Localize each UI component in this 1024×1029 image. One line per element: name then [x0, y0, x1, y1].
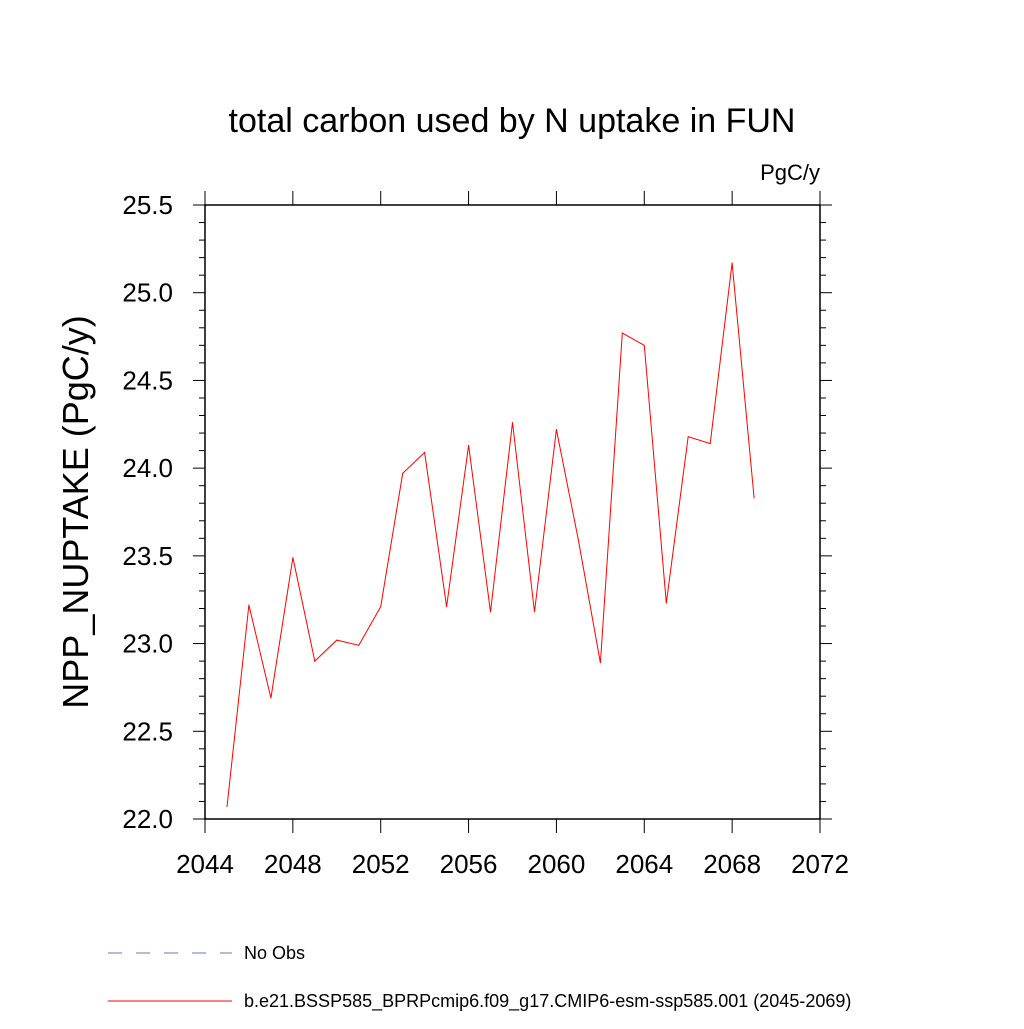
data-point	[402, 472, 404, 474]
axis-ticks	[193, 191, 832, 833]
y-tick-label: 24.5	[122, 365, 173, 395]
data-point	[687, 436, 689, 438]
data-point	[577, 539, 579, 541]
data-point	[555, 429, 557, 431]
plot-frame	[204, 204, 821, 820]
y-tick-label: 23.0	[122, 629, 173, 659]
legend-label-no-obs: No Obs	[244, 943, 305, 963]
data-point	[468, 444, 470, 446]
data-point	[731, 262, 733, 264]
data-point	[336, 639, 338, 641]
y-tick-label: 25.0	[122, 278, 173, 308]
data-point	[314, 660, 316, 662]
x-tick-label: 2064	[615, 849, 673, 879]
data-point	[512, 422, 513, 424]
data-point	[709, 443, 711, 445]
legend: No Obs b.e21.BSSP585_BPRPcmip6.f09_g17.C…	[108, 943, 851, 1012]
y-tick-label: 22.0	[122, 804, 173, 834]
data-point	[292, 557, 294, 559]
x-tick-label: 2068	[703, 849, 761, 879]
y-tick-label: 25.5	[122, 190, 173, 220]
data-point	[599, 662, 601, 664]
data-point	[424, 451, 426, 453]
data-point	[490, 611, 492, 613]
x-tick-label: 2044	[176, 849, 234, 879]
x-tick-label: 2048	[264, 849, 322, 879]
data-point	[621, 332, 623, 334]
units-label: PgC/y	[760, 160, 820, 185]
data-point	[270, 697, 272, 699]
legend-label-series: b.e21.BSSP585_BPRPcmip6.f09_g17.CMIP6-es…	[244, 991, 851, 1012]
series-layer	[226, 262, 755, 808]
y-tick-label: 23.5	[122, 541, 173, 571]
data-point	[446, 606, 448, 608]
data-point	[358, 644, 360, 646]
data-point	[753, 497, 755, 499]
data-point	[248, 604, 250, 606]
x-tick-label: 2060	[528, 849, 586, 879]
y-tick-label: 24.0	[122, 453, 173, 483]
tick-labels: 22.0 22.5 23.0 23.5 24.0 24.5 25.0 25.5 2044 2048…	[122, 190, 849, 879]
series-line	[226, 262, 755, 807]
y-axis-label: NPP_NUPTAKE (PgC/y)	[55, 315, 96, 708]
x-tick-label: 2056	[440, 849, 498, 879]
x-tick-label: 2072	[791, 849, 849, 879]
data-point	[226, 806, 228, 808]
data-point	[533, 611, 535, 613]
data-point	[643, 344, 645, 346]
chart-title: total carbon used by N uptake in FUN	[229, 102, 796, 140]
y-tick-label: 22.5	[122, 716, 173, 746]
data-point	[665, 602, 667, 604]
data-point	[380, 606, 382, 608]
x-tick-label: 2052	[352, 849, 410, 879]
